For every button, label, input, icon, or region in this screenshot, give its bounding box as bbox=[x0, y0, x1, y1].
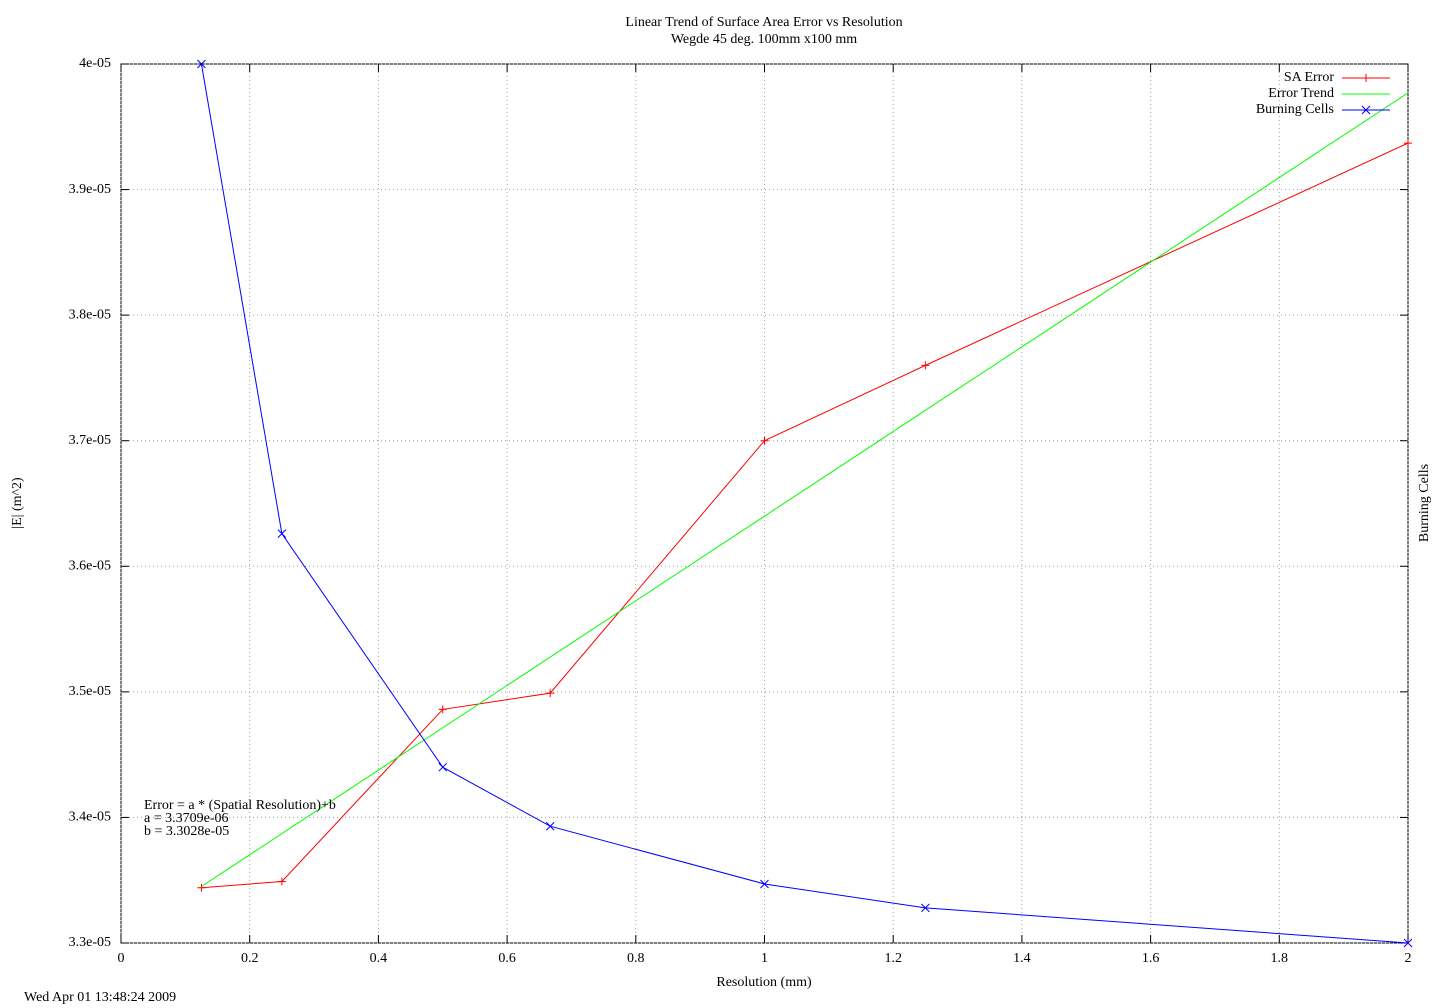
legend-label: SA Error bbox=[1284, 70, 1335, 85]
point-marker bbox=[438, 705, 447, 714]
point-marker bbox=[1362, 74, 1370, 82]
point-marker bbox=[277, 877, 286, 886]
y-tick-label: 3.6e-05 bbox=[69, 559, 111, 574]
y-tick-label: 3.3e-05 bbox=[69, 935, 111, 950]
point-marker bbox=[921, 903, 930, 913]
x-tick-label: 0.4 bbox=[370, 951, 388, 966]
y-tick-label: 3.9e-05 bbox=[69, 182, 111, 197]
y-tick-label: 4e-05 bbox=[79, 56, 111, 71]
y-axis-label: |E| (m^2) bbox=[10, 477, 25, 529]
chart-title: Linear Trend of Surface Area Error vs Re… bbox=[625, 15, 902, 30]
chart-subtitle: Wegde 45 deg. 100mm x100 mm bbox=[671, 32, 857, 47]
legend-label: Error Trend bbox=[1268, 86, 1334, 101]
point-marker bbox=[197, 59, 206, 69]
annotation: Error = a * (Spatial Resolution)+b bbox=[144, 798, 336, 813]
series-line bbox=[200, 63, 1409, 944]
point-marker bbox=[1361, 105, 1371, 115]
point-marker bbox=[546, 689, 555, 698]
y-tick-label: 3.5e-05 bbox=[69, 684, 111, 699]
x-tick-label: 0.8 bbox=[627, 951, 645, 966]
x-tick-label: 0.2 bbox=[241, 951, 259, 966]
point-marker bbox=[277, 529, 287, 538]
series-line bbox=[201, 142, 1409, 889]
point-marker bbox=[1403, 938, 1413, 948]
y-tick-label: 3.4e-05 bbox=[69, 810, 111, 825]
point-marker bbox=[921, 361, 930, 370]
legend-label: Burning Cells bbox=[1256, 102, 1334, 117]
x-tick-label: 0 bbox=[118, 951, 125, 966]
point-marker bbox=[197, 883, 206, 892]
x-tick-label: 1.8 bbox=[1271, 951, 1289, 966]
point-marker bbox=[438, 762, 448, 772]
annotation: a = 3.3709e-06 bbox=[144, 811, 229, 826]
point-marker bbox=[1404, 139, 1412, 148]
y-tick-label: 3.7e-05 bbox=[69, 433, 111, 448]
point-marker bbox=[760, 436, 769, 445]
x-tick-label: 1.2 bbox=[884, 951, 902, 966]
point-marker bbox=[760, 879, 769, 889]
timestamp: Wed Apr 01 13:48:24 2009 bbox=[24, 990, 176, 1005]
x-tick-label: 1.6 bbox=[1142, 951, 1160, 966]
annotation: b = 3.3028e-05 bbox=[144, 824, 229, 839]
x-tick-label: 2 bbox=[1405, 951, 1412, 966]
y-tick-label: 3.8e-05 bbox=[69, 307, 111, 322]
x-tick-label: 1.4 bbox=[1013, 951, 1031, 966]
x-axis-label: Resolution (mm) bbox=[716, 975, 812, 990]
series-line bbox=[201, 92, 1409, 887]
x-tick-label: 1 bbox=[761, 951, 768, 966]
y2-axis-label: Burning Cells bbox=[1417, 464, 1432, 542]
point-marker bbox=[545, 821, 555, 831]
x-tick-label: 0.6 bbox=[498, 951, 516, 966]
